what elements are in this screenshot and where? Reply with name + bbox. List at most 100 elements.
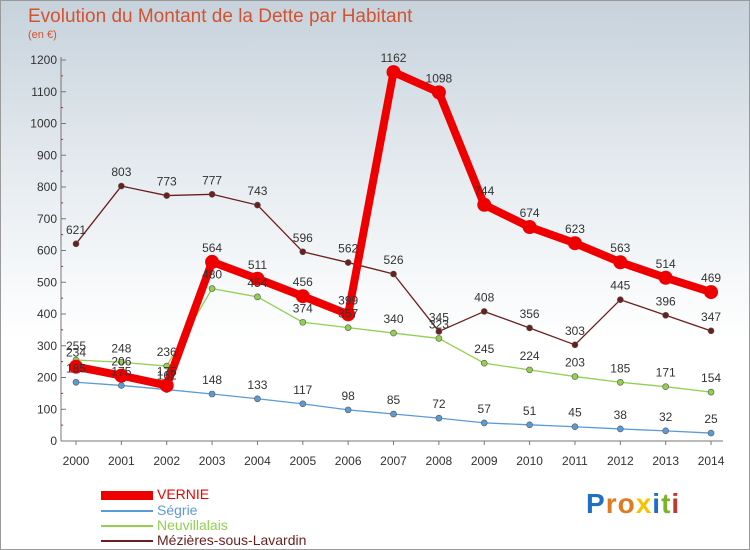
data-point bbox=[390, 270, 397, 278]
data-label: 236 bbox=[157, 345, 177, 359]
x-tick-label: 2014 bbox=[698, 454, 725, 468]
y-tick-label: 1100 bbox=[31, 85, 57, 99]
y-tick-label: 1000 bbox=[30, 117, 57, 131]
data-label: 171 bbox=[656, 366, 676, 380]
data-point bbox=[480, 308, 488, 315]
data-label: 175 bbox=[111, 364, 131, 378]
x-tick-label: 2002 bbox=[153, 454, 180, 468]
data-label: 777 bbox=[202, 173, 222, 187]
data-label: 1098 bbox=[426, 71, 453, 85]
data-label: 185 bbox=[66, 361, 86, 375]
data-point bbox=[118, 382, 125, 389]
data-point bbox=[254, 201, 261, 209]
data-label: 248 bbox=[111, 341, 131, 355]
data-point bbox=[295, 289, 310, 304]
data-point bbox=[390, 410, 397, 418]
y-tick-label: 700 bbox=[37, 212, 57, 226]
data-point bbox=[480, 419, 488, 427]
x-tick-label: 2007 bbox=[380, 454, 407, 468]
data-point bbox=[72, 240, 80, 248]
data-label: 480 bbox=[202, 268, 222, 282]
legend-swatch bbox=[101, 510, 153, 512]
data-point bbox=[571, 341, 579, 349]
data-label: 469 bbox=[701, 271, 721, 285]
data-point bbox=[435, 328, 443, 335]
data-label: 255 bbox=[66, 339, 86, 353]
x-tick-label: 2012 bbox=[607, 454, 634, 468]
y-tick-label: 600 bbox=[37, 244, 57, 258]
data-point bbox=[526, 366, 533, 374]
y-tick-label: 500 bbox=[37, 275, 57, 289]
x-tick-label: 2009 bbox=[471, 454, 498, 468]
data-label: 340 bbox=[384, 312, 404, 326]
data-label: 245 bbox=[474, 342, 494, 356]
data-point bbox=[344, 324, 352, 331]
data-label: 396 bbox=[656, 294, 676, 308]
data-label: 357 bbox=[338, 307, 358, 321]
data-label: 347 bbox=[701, 310, 721, 324]
data-label: 303 bbox=[565, 324, 585, 338]
data-label: 345 bbox=[429, 310, 449, 324]
data-point bbox=[341, 307, 356, 322]
data-point bbox=[208, 390, 216, 398]
data-label: 514 bbox=[656, 257, 676, 271]
data-point bbox=[118, 182, 125, 190]
x-tick-label: 2001 bbox=[108, 454, 135, 468]
data-label: 57 bbox=[478, 402, 492, 416]
brand-logo: Proxiti bbox=[586, 488, 681, 519]
data-label: 399 bbox=[338, 293, 358, 307]
data-point bbox=[390, 329, 397, 337]
data-label: 98 bbox=[341, 389, 355, 403]
data-label: 511 bbox=[248, 258, 267, 272]
data-point bbox=[526, 421, 533, 429]
data-point bbox=[114, 368, 129, 383]
data-label: 623 bbox=[565, 222, 585, 236]
chart-subtitle: (en €) bbox=[28, 29, 57, 41]
data-label: 72 bbox=[432, 397, 446, 411]
data-label: 203 bbox=[565, 356, 585, 370]
data-label: 25 bbox=[704, 412, 718, 426]
data-point bbox=[299, 400, 307, 408]
x-tick-label: 2000 bbox=[63, 454, 90, 468]
data-point bbox=[205, 254, 220, 269]
data-point bbox=[707, 388, 715, 396]
data-label: 356 bbox=[520, 307, 540, 321]
data-label: 743 bbox=[247, 184, 267, 198]
data-point bbox=[480, 359, 488, 367]
legend-swatch bbox=[101, 525, 153, 527]
data-label: 154 bbox=[701, 371, 721, 385]
data-label: 374 bbox=[293, 301, 313, 315]
data-label: 133 bbox=[247, 378, 267, 392]
data-point bbox=[254, 293, 261, 301]
x-tick-label: 2006 bbox=[335, 454, 362, 468]
data-point bbox=[344, 406, 352, 414]
data-point bbox=[435, 414, 443, 422]
data-point bbox=[658, 270, 673, 285]
data-label: 562 bbox=[338, 242, 358, 256]
data-label: 744 bbox=[474, 184, 494, 198]
data-point bbox=[386, 65, 401, 80]
data-point bbox=[522, 220, 537, 235]
data-label: 454 bbox=[247, 276, 267, 290]
legend-label: Ségrie bbox=[157, 502, 198, 518]
data-label: 85 bbox=[387, 393, 401, 407]
data-label: 45 bbox=[568, 406, 582, 420]
data-label: 185 bbox=[610, 361, 630, 375]
data-label: 175 bbox=[157, 364, 177, 378]
x-tick-label: 2003 bbox=[199, 454, 226, 468]
data-label: 32 bbox=[659, 410, 673, 424]
y-tick-label: 0 bbox=[50, 434, 57, 448]
data-label: 162 bbox=[157, 369, 177, 383]
data-point bbox=[662, 427, 669, 435]
legend-swatch bbox=[101, 540, 153, 542]
data-point bbox=[208, 191, 216, 198]
data-label: 773 bbox=[157, 175, 177, 189]
data-label: 526 bbox=[384, 253, 404, 267]
data-point bbox=[435, 335, 443, 342]
data-label: 456 bbox=[293, 275, 313, 289]
data-point bbox=[704, 285, 719, 300]
data-label: 596 bbox=[293, 231, 313, 245]
y-tick-label: 1200 bbox=[30, 53, 57, 67]
data-point bbox=[617, 296, 624, 304]
